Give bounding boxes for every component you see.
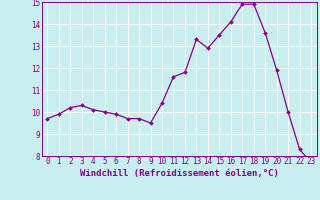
X-axis label: Windchill (Refroidissement éolien,°C): Windchill (Refroidissement éolien,°C) xyxy=(80,169,279,178)
